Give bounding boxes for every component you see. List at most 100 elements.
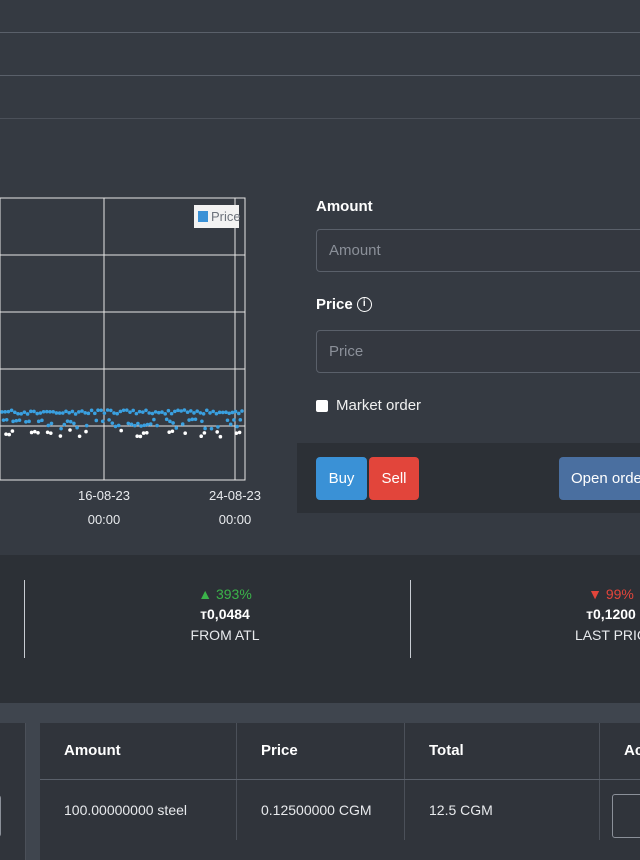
data-point — [68, 419, 73, 424]
data-point — [16, 411, 20, 416]
legend-label: Price — [211, 209, 241, 224]
data-point — [33, 429, 37, 434]
buy-button[interactable]: Buy — [316, 457, 367, 500]
data-point — [232, 418, 236, 422]
data-point — [171, 421, 175, 425]
data-point — [155, 423, 159, 428]
data-point — [62, 422, 67, 427]
sell-button[interactable]: Sell — [369, 457, 419, 500]
data-point — [59, 426, 63, 431]
stats-divider — [24, 580, 25, 658]
data-point — [182, 408, 187, 412]
data-point — [84, 429, 88, 434]
data-point — [176, 408, 180, 413]
column-header-amount[interactable]: Amount — [40, 723, 237, 779]
data-point — [67, 410, 71, 415]
price-input[interactable]: Price — [316, 330, 640, 373]
header-divider-3 — [0, 118, 640, 119]
data-point — [35, 411, 39, 416]
data-point — [96, 408, 100, 413]
stat-label: FROM ATL — [190, 627, 260, 643]
data-point — [195, 409, 199, 413]
legend-swatch — [198, 211, 208, 222]
data-point — [221, 410, 225, 415]
data-point — [224, 410, 228, 415]
data-point — [228, 422, 233, 427]
data-point — [6, 409, 11, 414]
data-point — [94, 418, 99, 423]
data-point — [166, 408, 171, 413]
data-point — [113, 424, 118, 429]
data-point — [83, 411, 87, 415]
data-point — [49, 431, 53, 435]
data-point — [29, 430, 34, 435]
open-orders-button[interactable]: Open orde — [559, 457, 640, 500]
column-header-total[interactable]: Total — [405, 723, 600, 779]
price-label: Price — [316, 296, 353, 313]
column-header-action[interactable]: Acti — [624, 742, 640, 759]
data-point — [38, 411, 43, 415]
market-order-checkbox[interactable] — [316, 399, 328, 412]
data-point — [65, 419, 70, 423]
data-point — [64, 409, 68, 414]
data-point — [214, 411, 219, 416]
data-point — [77, 434, 82, 439]
data-point — [157, 410, 161, 415]
data-point — [105, 408, 110, 412]
data-point — [84, 423, 89, 428]
data-point — [22, 410, 27, 415]
data-point — [139, 424, 143, 428]
data-point — [168, 419, 172, 424]
data-point — [70, 409, 75, 414]
data-point — [142, 423, 147, 428]
section-gap — [0, 703, 640, 723]
data-point — [217, 410, 222, 415]
market-order-row[interactable]: Market order — [316, 397, 421, 414]
cell-total: 12.5 CGM — [405, 780, 600, 840]
data-point — [138, 434, 143, 439]
data-point — [152, 417, 156, 422]
price-label-row: Price i — [316, 296, 372, 313]
data-point — [129, 422, 134, 427]
orders-table: Amount Price Total Acti 100.00000000 ste… — [40, 723, 640, 860]
data-point — [107, 418, 111, 422]
data-point — [193, 417, 198, 422]
data-point — [17, 418, 22, 423]
left-panel-button[interactable] — [0, 795, 1, 837]
stat-value: т0,1200 — [586, 606, 636, 622]
data-point — [230, 410, 235, 415]
data-point — [100, 419, 105, 424]
data-point — [144, 408, 148, 413]
data-point — [109, 408, 113, 413]
data-point — [29, 409, 33, 414]
data-point — [238, 418, 243, 422]
data-point — [45, 430, 50, 435]
data-point — [3, 409, 7, 414]
data-point — [89, 408, 94, 413]
data-point — [110, 421, 115, 425]
data-point — [40, 418, 44, 423]
data-point — [36, 431, 40, 435]
column-header-price[interactable]: Price — [237, 723, 405, 779]
data-point — [45, 409, 49, 414]
stat-value: т0,0484 — [200, 606, 250, 622]
data-point — [48, 409, 52, 414]
data-point — [199, 434, 203, 439]
data-point — [160, 410, 164, 414]
plot-frame — [0, 197, 246, 481]
amount-label: Amount — [316, 198, 373, 215]
data-point — [11, 419, 15, 424]
stats-divider — [410, 580, 411, 658]
data-point — [209, 426, 214, 431]
data-point — [169, 411, 174, 416]
cell-amount: 100.00000000 steel — [40, 780, 237, 840]
info-icon[interactable]: i — [356, 297, 372, 312]
data-point — [77, 410, 81, 414]
order-actions-panel: Buy Sell Open orde — [297, 443, 640, 513]
x-tick-time: 00:00 — [88, 512, 121, 527]
data-point — [185, 410, 190, 415]
amount-input[interactable]: Amount — [316, 229, 640, 272]
data-point — [51, 409, 55, 414]
data-point — [218, 434, 223, 439]
row-action-button[interactable] — [612, 794, 640, 838]
